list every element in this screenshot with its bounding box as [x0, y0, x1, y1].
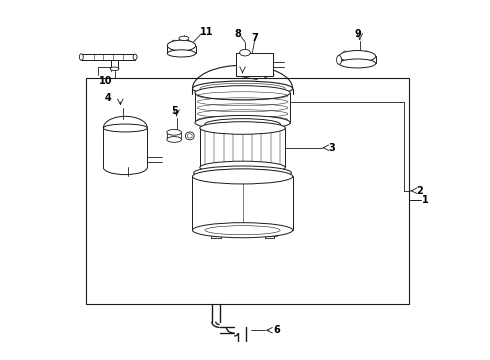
Ellipse shape — [167, 40, 196, 51]
Ellipse shape — [339, 59, 376, 68]
Ellipse shape — [194, 166, 292, 180]
Ellipse shape — [110, 67, 119, 71]
Ellipse shape — [195, 116, 290, 130]
Ellipse shape — [193, 81, 293, 96]
Bar — [236, 53, 273, 76]
Ellipse shape — [167, 130, 181, 135]
Ellipse shape — [133, 54, 137, 60]
Ellipse shape — [339, 50, 376, 62]
Ellipse shape — [200, 161, 285, 174]
Bar — [86, 78, 409, 304]
Text: 1: 1 — [422, 195, 429, 205]
Text: 5: 5 — [171, 106, 177, 116]
Text: 10: 10 — [99, 76, 113, 86]
Text: 11: 11 — [200, 27, 214, 37]
Ellipse shape — [240, 49, 250, 56]
Ellipse shape — [167, 50, 196, 57]
Ellipse shape — [195, 86, 290, 100]
Text: 8: 8 — [234, 29, 241, 39]
Text: 6: 6 — [273, 325, 280, 335]
Ellipse shape — [193, 223, 293, 238]
Ellipse shape — [205, 119, 280, 130]
Text: 3: 3 — [328, 143, 335, 153]
Text: 7: 7 — [251, 33, 258, 42]
Ellipse shape — [193, 169, 293, 184]
Text: 4: 4 — [105, 93, 112, 103]
Ellipse shape — [103, 124, 147, 132]
Ellipse shape — [167, 136, 181, 142]
Ellipse shape — [337, 55, 342, 64]
Text: 9: 9 — [354, 29, 361, 39]
Ellipse shape — [179, 36, 189, 41]
Ellipse shape — [79, 54, 83, 60]
Ellipse shape — [185, 132, 194, 140]
Text: 2: 2 — [416, 186, 423, 196]
Ellipse shape — [200, 122, 285, 134]
